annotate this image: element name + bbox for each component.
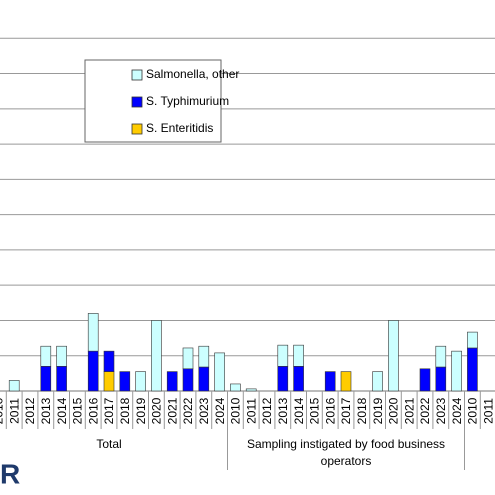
x-tick-label: 2023 — [434, 397, 448, 424]
x-tick-label: 2016 — [323, 397, 337, 424]
bar-segment — [56, 366, 67, 392]
x-tick-label: 2014 — [55, 397, 69, 424]
x-tick-label: 2019 — [371, 397, 385, 424]
x-tick-label: 2013 — [39, 397, 53, 424]
x-tick-label: 2022 — [181, 397, 195, 424]
x-tick-label: 2017 — [339, 397, 353, 424]
x-tick-label: 2024 — [450, 397, 464, 424]
x-tick-label: 2010 — [0, 397, 6, 424]
x-tick-label: 2010 — [229, 397, 243, 424]
bar-segment — [245, 388, 257, 392]
bar-segment — [388, 320, 399, 392]
bar-segment — [435, 366, 447, 392]
legend-box — [84, 59, 222, 143]
x-tick-label: 2019 — [134, 397, 148, 424]
legend-label: S. Typhimurium — [146, 94, 229, 108]
bar-segment — [103, 371, 115, 392]
x-tick-label: 2018 — [118, 397, 132, 424]
legend: Salmonella, other S. Typhimurium S. Enteri… — [84, 59, 239, 143]
legend-swatch — [131, 69, 143, 81]
x-tick-label: 2013 — [276, 397, 290, 424]
bar-segment — [119, 371, 131, 392]
x-tick-label: 2012 — [260, 397, 274, 424]
bar-segment — [451, 350, 462, 392]
legend-label: S. Enteritidis — [146, 121, 213, 135]
bar-segment — [277, 344, 289, 367]
x-tick-label: 2018 — [355, 397, 369, 424]
bar-segment — [467, 331, 478, 349]
bar-segment — [40, 366, 52, 392]
bar-segment — [182, 347, 194, 370]
legend-swatch — [131, 123, 143, 135]
x-tick-label: 2012 — [23, 397, 37, 424]
bar-segment — [293, 366, 304, 392]
bar-segment — [277, 366, 289, 392]
bar-segment — [8, 380, 20, 392]
bar-segment — [419, 368, 431, 392]
bar-segment — [324, 371, 336, 392]
x-tick-label: 2015 — [308, 397, 322, 424]
bar-segment — [214, 352, 225, 392]
group-label: Sampling instigated by food business oper… — [247, 437, 445, 468]
bar-segment — [435, 345, 447, 368]
legend-label: Salmonella, other — [146, 67, 239, 81]
bar-segment — [40, 345, 52, 367]
x-tick-label: 2021 — [402, 397, 416, 424]
x-tick-label: 2023 — [197, 397, 211, 424]
bar-segment — [135, 371, 146, 392]
x-tick-label: 2010 — [466, 397, 480, 424]
group-label: Total — [96, 437, 121, 451]
x-tick-label: 2014 — [292, 397, 306, 424]
bar-segment — [293, 344, 304, 367]
x-tick-label: 2021 — [165, 397, 179, 424]
x-tick-label: 2011 — [244, 398, 258, 424]
bar-segment — [198, 345, 210, 368]
bar-segment — [87, 350, 99, 392]
bar-segment — [103, 350, 115, 372]
bar-segment — [372, 371, 383, 392]
x-tick-label: 2011 — [481, 398, 495, 424]
x-tick-label: 2011 — [7, 398, 21, 424]
bar-segment — [151, 320, 162, 392]
x-tick-label: 2024 — [213, 397, 227, 424]
x-tick-label: 2017 — [102, 397, 116, 424]
legend-swatch — [131, 96, 143, 108]
x-tick-label: 2020 — [387, 397, 401, 424]
bar-segment — [166, 371, 178, 392]
bar-segment — [87, 313, 99, 352]
bar-segment — [56, 345, 67, 367]
x-tick-label: 2015 — [71, 397, 85, 424]
bar-segment — [198, 366, 210, 392]
bar-segment — [340, 371, 352, 392]
bar-segment — [467, 347, 478, 392]
bar-segment — [230, 383, 241, 392]
x-tick-label: 2020 — [150, 397, 164, 424]
logo: R — [0, 458, 20, 489]
bar-segment — [182, 368, 194, 392]
x-tick-label: 2016 — [86, 397, 100, 424]
x-tick-label: 2022 — [418, 397, 432, 424]
